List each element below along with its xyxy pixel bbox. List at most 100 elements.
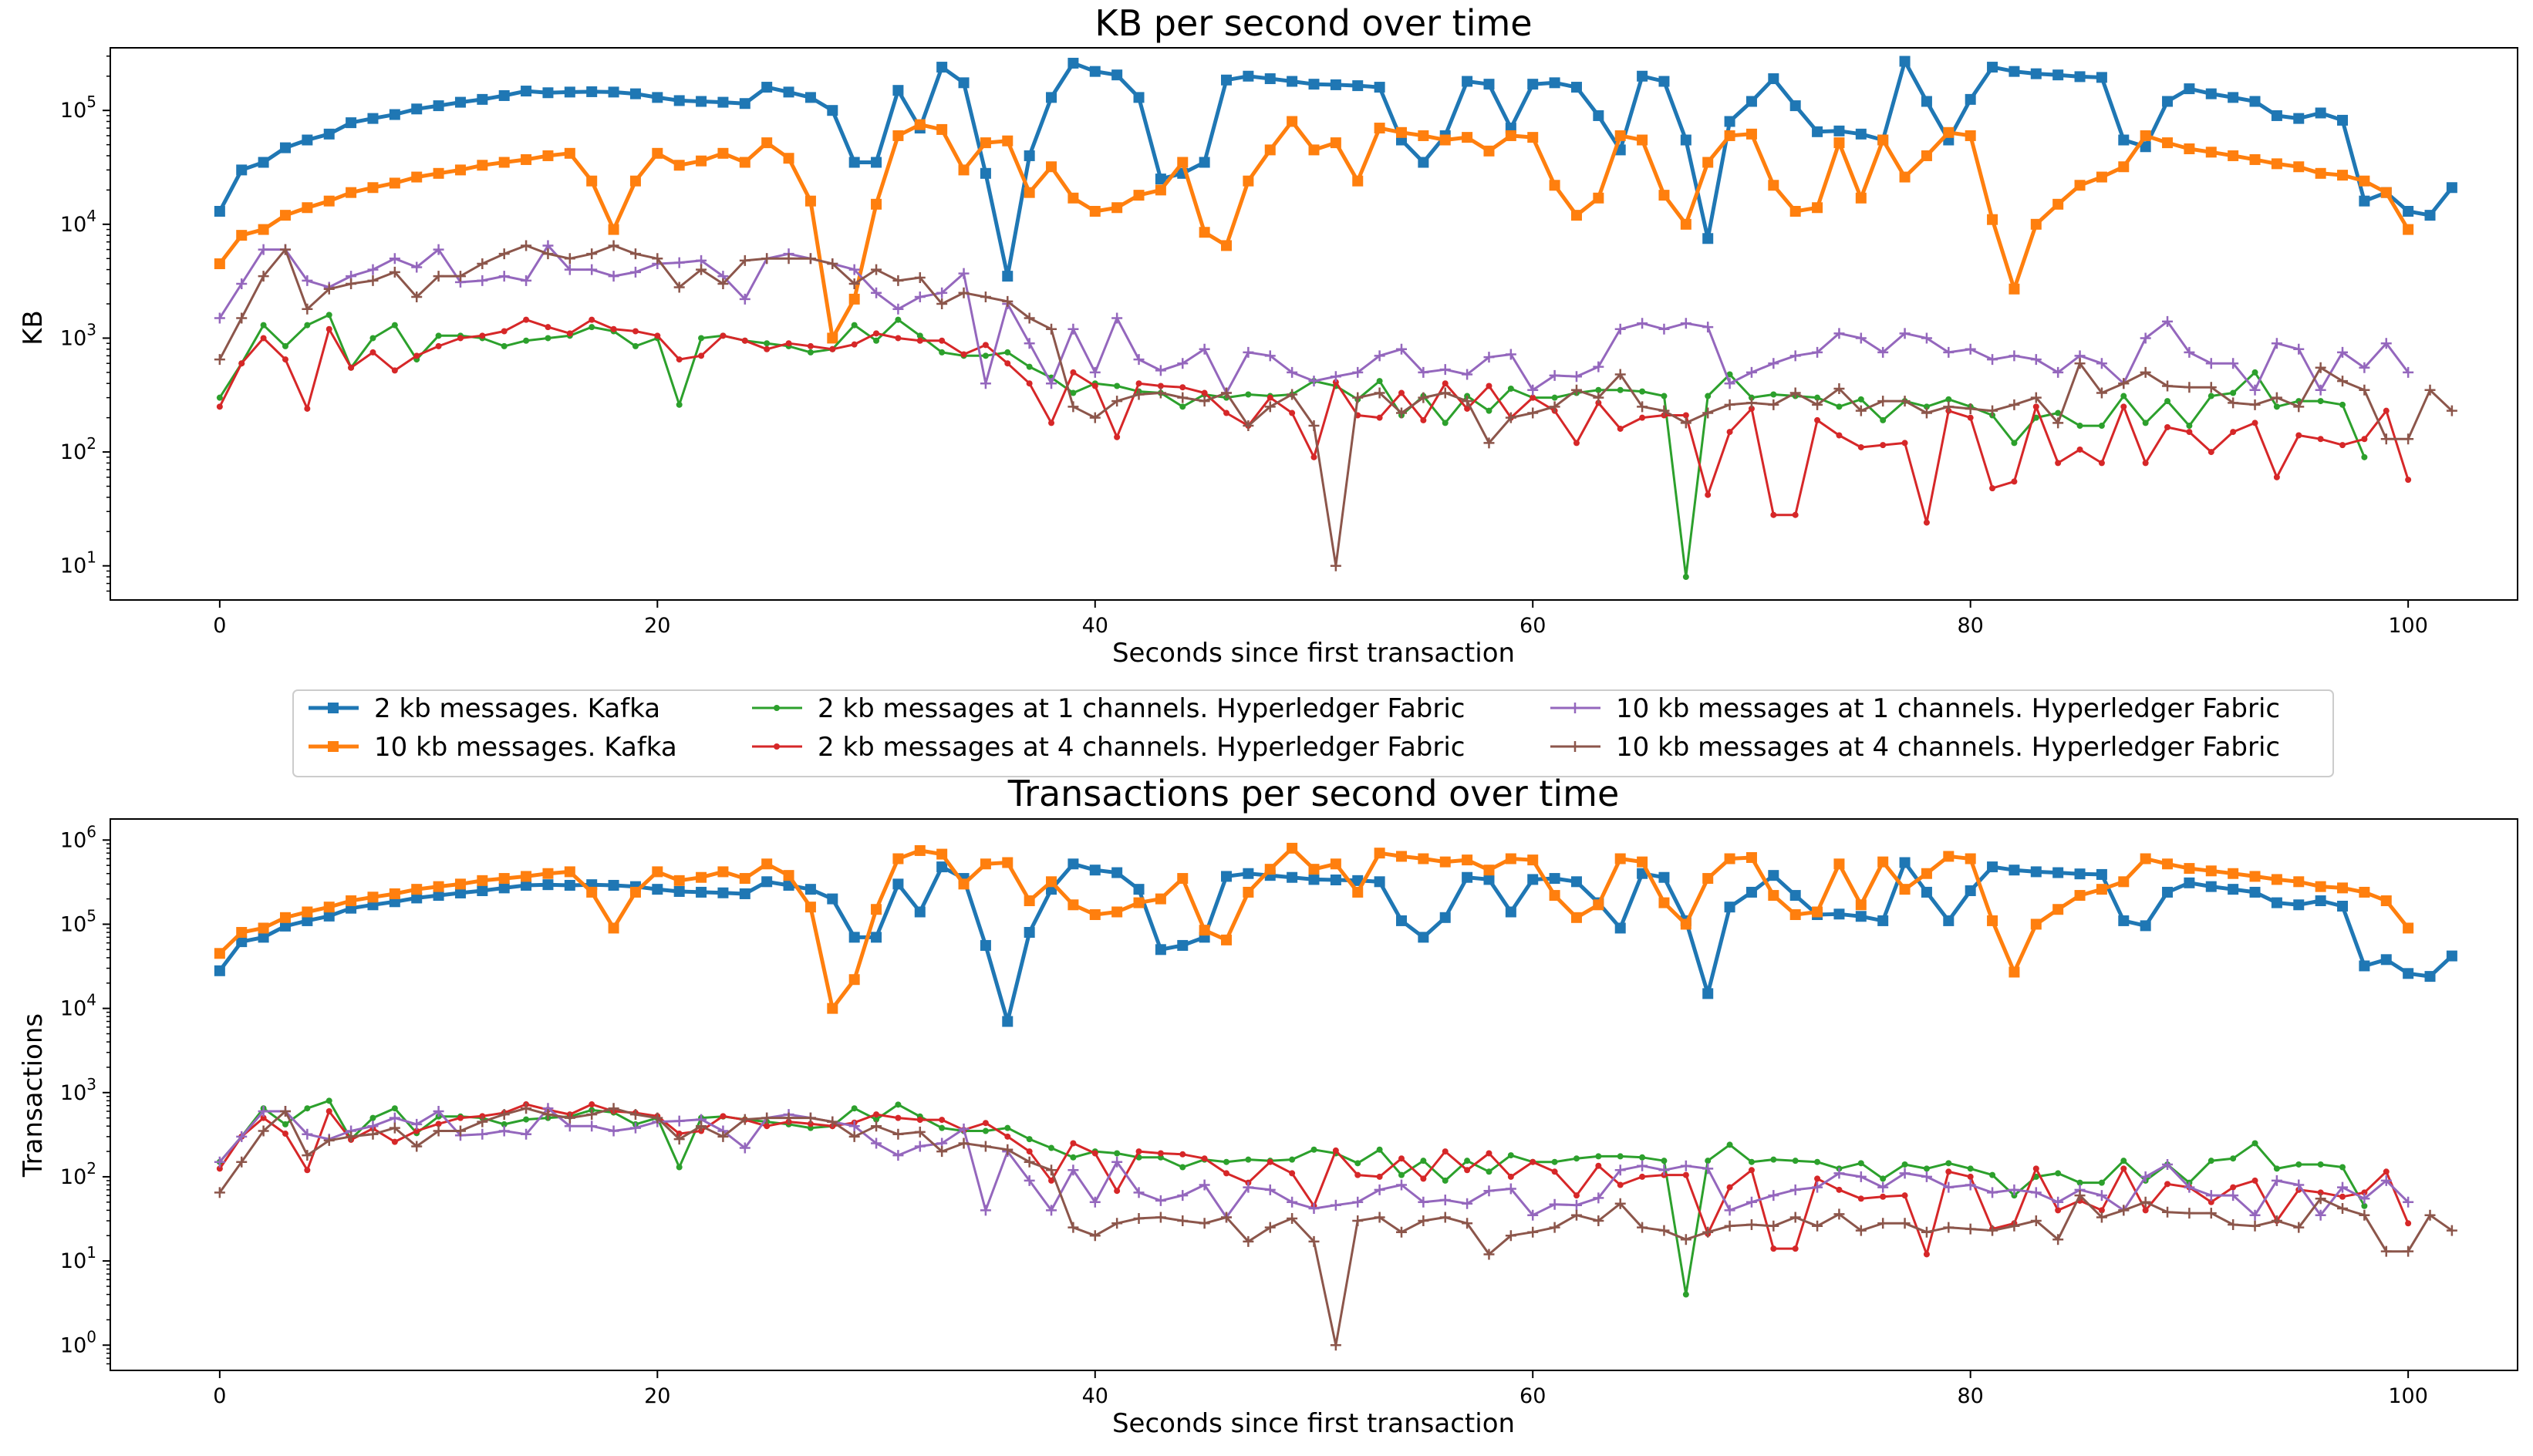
data-point: [1046, 378, 1057, 389]
data-point: [1264, 401, 1276, 413]
data-point: [1089, 66, 1101, 77]
data-point: [698, 352, 705, 359]
data-point: [1943, 401, 1955, 413]
data-point: [652, 147, 663, 159]
data-point: [1068, 323, 1079, 335]
data-point: [325, 1097, 332, 1104]
data-point: [652, 884, 663, 895]
data-point: [1287, 389, 1298, 400]
series-10-kb-messages-at-4-channels-hyperledger-fabric: [214, 1103, 2457, 1351]
data-point: [433, 167, 444, 179]
data-point: [1855, 899, 1867, 911]
data-point: [1724, 1220, 1735, 1232]
data-point: [564, 264, 575, 275]
data-point: [1089, 865, 1101, 876]
data-point: [1614, 323, 1626, 335]
data-point: [871, 1138, 882, 1149]
data-point: [1614, 369, 1626, 380]
data-point: [916, 1117, 923, 1124]
data-point: [1921, 1171, 1932, 1182]
data-point: [586, 264, 598, 275]
data-point: [521, 153, 532, 165]
data-point: [216, 1165, 223, 1172]
data-point: [1439, 387, 1451, 399]
data-point: [980, 167, 991, 179]
data-point: [2205, 88, 2217, 99]
data-point: [2228, 397, 2239, 409]
data-point: [2184, 877, 2195, 888]
data-point: [2337, 900, 2349, 912]
data-point: [2052, 1196, 2064, 1208]
data-point: [391, 322, 398, 329]
data-point: [302, 1128, 313, 1140]
data-point: [2098, 1179, 2105, 1186]
data-point: [892, 85, 904, 96]
data-point: [1374, 1184, 1385, 1195]
data-point: [2030, 1187, 2042, 1198]
data-point: [1483, 1185, 1495, 1197]
data-point: [1374, 876, 1385, 888]
data-point: [939, 349, 946, 356]
data-point: [2293, 343, 2305, 355]
data-point: [2337, 114, 2349, 126]
data-point: [1857, 1160, 1864, 1167]
data-point: [302, 303, 313, 315]
data-point: [1726, 1141, 1733, 1148]
data-point: [1310, 453, 1317, 460]
data-point: [1505, 853, 1516, 865]
data-point: [391, 1105, 398, 1112]
data-point: [1505, 906, 1516, 918]
data-point: [1308, 376, 1320, 387]
data-point: [1330, 1199, 1341, 1211]
data-point: [1287, 366, 1298, 378]
data-point: [892, 275, 904, 286]
y-axis-label: Transactions: [18, 1013, 49, 1178]
data-point: [2228, 1219, 2239, 1230]
data-point: [1702, 873, 1714, 885]
data-point: [2098, 460, 2105, 467]
data-point: [2032, 403, 2039, 410]
data-point: [477, 93, 488, 105]
data-point: [1770, 511, 1777, 518]
data-point: [873, 1111, 880, 1118]
data-point: [1199, 343, 1210, 355]
data-point: [435, 342, 442, 349]
data-point: [1352, 366, 1364, 378]
data-point: [1462, 871, 1473, 883]
data-point: [214, 354, 225, 366]
data-point: [1199, 925, 1210, 936]
data-point: [2098, 1207, 2105, 1214]
data-point: [1243, 1181, 1254, 1193]
data-point: [980, 378, 991, 389]
data-point: [1221, 1212, 1233, 1223]
data-point: [1439, 364, 1451, 376]
legend-entry: 10 kb messages. Kafka: [309, 732, 677, 763]
data-point: [848, 157, 860, 168]
data-point: [1967, 1173, 1974, 1180]
data-point: [1354, 1160, 1361, 1167]
data-point: [2359, 960, 2370, 972]
data-point: [696, 96, 707, 107]
data-point: [1726, 1184, 1733, 1191]
data-point: [1967, 414, 1974, 421]
data-point: [2315, 881, 2326, 892]
data-point: [1048, 420, 1055, 426]
data-point: [1330, 371, 1341, 383]
data-point: [1724, 853, 1735, 865]
data-point: [1352, 1215, 1364, 1227]
data-point: [1899, 171, 1911, 183]
data-point: [367, 113, 379, 124]
data-point: [1332, 379, 1339, 386]
data-point: [454, 164, 466, 176]
data-point: [2184, 83, 2195, 95]
data-point: [1026, 380, 1033, 387]
data-point: [1439, 1212, 1451, 1223]
data-point: [1418, 1215, 1429, 1227]
data-point: [589, 1101, 595, 1108]
data-point: [236, 936, 248, 948]
data-point: [914, 1141, 926, 1152]
data-point: [1901, 1192, 1908, 1199]
data-point: [1745, 851, 1757, 863]
data-point: [1549, 890, 1560, 902]
data-point: [739, 1142, 750, 1154]
